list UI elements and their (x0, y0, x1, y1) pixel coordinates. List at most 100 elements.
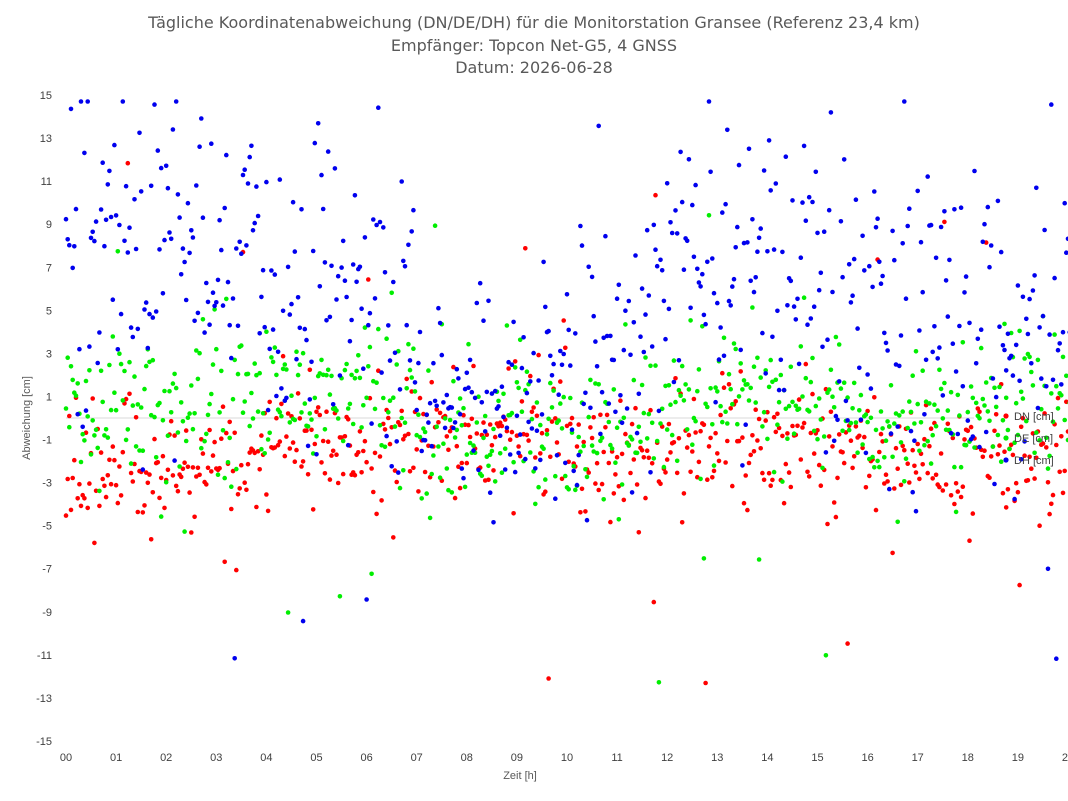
data-point (78, 503, 84, 509)
data-point (230, 396, 236, 402)
data-point (220, 303, 226, 308)
data-point (127, 225, 132, 230)
data-point (467, 357, 473, 363)
data-point (900, 241, 905, 246)
data-point (728, 406, 733, 411)
data-point (1037, 523, 1042, 528)
data-point (962, 290, 967, 295)
x-axis-label: Zeit [h] (503, 770, 537, 782)
data-point (997, 443, 1002, 448)
data-point (897, 363, 902, 369)
data-point (793, 317, 799, 322)
data-point (259, 433, 264, 438)
data-point (830, 394, 835, 400)
data-point (354, 368, 359, 374)
data-point (190, 235, 196, 240)
data-point (387, 398, 393, 404)
data-point (497, 433, 503, 439)
data-point (502, 467, 508, 472)
data-point (658, 481, 663, 487)
data-point (519, 409, 525, 415)
data-point (1022, 453, 1027, 459)
data-point (873, 507, 879, 513)
data-point (345, 417, 351, 422)
data-point (853, 420, 859, 425)
data-point (102, 433, 107, 438)
data-point (978, 327, 984, 333)
data-point (140, 467, 146, 472)
data-point (219, 247, 224, 253)
data-point (858, 417, 864, 423)
data-point (998, 249, 1004, 255)
data-point (833, 334, 839, 340)
data-point (1029, 466, 1034, 472)
data-point (175, 488, 181, 494)
data-point (778, 372, 784, 378)
data-point (656, 408, 662, 414)
data-point (80, 431, 85, 437)
data-point (282, 362, 288, 367)
data-point (556, 418, 561, 423)
data-point (127, 391, 132, 397)
data-point (330, 448, 336, 454)
data-point (761, 409, 767, 415)
data-point (234, 567, 239, 573)
data-point (391, 279, 396, 285)
data-point (636, 530, 642, 535)
data-point (260, 411, 266, 416)
data-point (816, 396, 822, 401)
data-point (409, 375, 415, 380)
data-point (357, 429, 363, 434)
data-point (740, 463, 745, 468)
data-point (561, 394, 566, 400)
data-point (957, 413, 962, 418)
data-point (892, 486, 897, 491)
data-point (264, 329, 269, 335)
data-point (619, 451, 625, 457)
data-point (255, 449, 261, 454)
data-point (1030, 288, 1036, 293)
data-point (168, 418, 174, 424)
data-point (937, 484, 942, 490)
data-point (621, 415, 627, 421)
data-point (112, 457, 117, 463)
data-point (613, 409, 618, 415)
data-point (189, 228, 194, 233)
data-point (568, 363, 573, 368)
data-point (559, 476, 565, 482)
data-point (877, 464, 882, 470)
data-point (674, 231, 680, 236)
data-point (651, 222, 657, 228)
data-point (1017, 378, 1022, 384)
data-point (70, 475, 75, 481)
data-point (811, 304, 817, 310)
data-point (561, 318, 566, 323)
data-point (604, 333, 610, 339)
data-point (158, 475, 164, 481)
data-point (322, 427, 328, 432)
x-tick-label: 04 (260, 752, 272, 764)
data-point (845, 641, 850, 646)
data-point (748, 452, 753, 458)
data-point (412, 380, 418, 385)
data-point (801, 143, 807, 149)
data-point (434, 403, 440, 409)
data-point (958, 464, 964, 470)
data-point (359, 470, 364, 475)
data-point (963, 274, 969, 279)
data-point (781, 387, 787, 393)
data-point (1032, 450, 1037, 456)
data-point (1000, 490, 1006, 496)
data-point (411, 465, 416, 471)
data-point (820, 344, 825, 350)
data-point (105, 473, 111, 478)
data-point (212, 307, 217, 312)
data-point (68, 507, 74, 513)
data-point (237, 239, 242, 245)
data-point (945, 408, 951, 413)
data-point (750, 305, 755, 310)
data-point (893, 445, 899, 451)
data-point (745, 382, 750, 387)
data-point (960, 484, 966, 490)
data-point (903, 296, 909, 302)
